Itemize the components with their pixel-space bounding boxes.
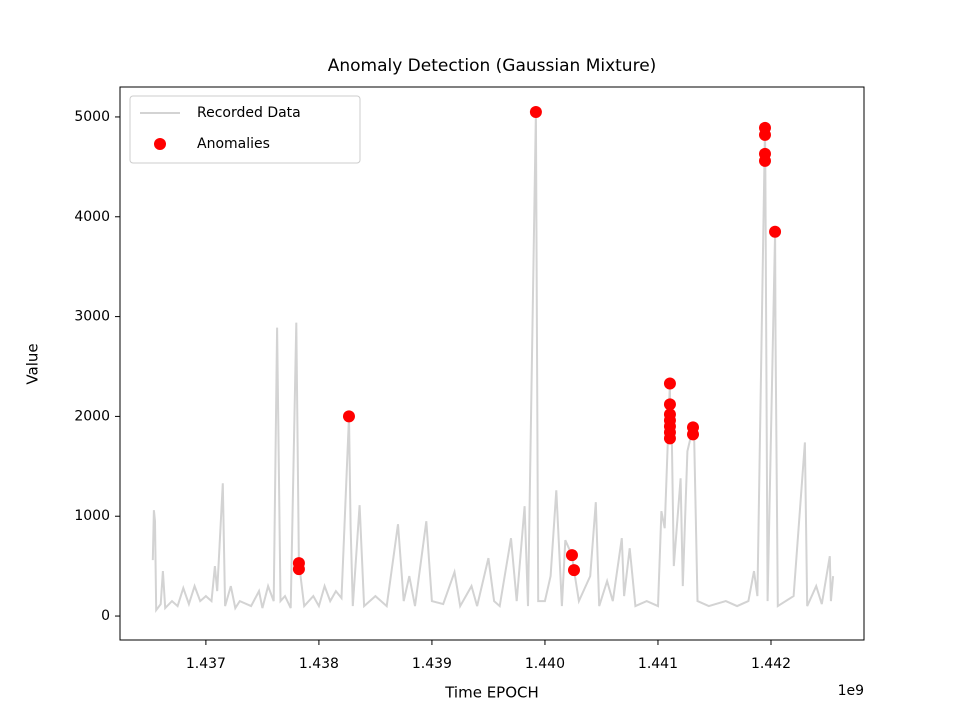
anomaly-point	[567, 564, 580, 577]
axes-frame	[119, 86, 865, 641]
anomaly-point	[342, 410, 355, 423]
anomaly-point	[663, 377, 676, 390]
y-tick-label: 4000	[74, 209, 110, 225]
x-tick-label: 1.441	[638, 656, 678, 672]
anomaly-point	[529, 105, 542, 118]
y-tick-label: 1000	[74, 508, 110, 524]
x-tick-label: 1.438	[299, 656, 339, 672]
chart-title: Anomaly Detection (Gaussian Mixture)	[328, 56, 657, 76]
x-tick-label: 1.442	[751, 656, 791, 672]
y-tick-label: 3000	[74, 309, 110, 325]
anomaly-point	[769, 225, 782, 238]
data-line	[151, 111, 835, 614]
legend-box	[129, 95, 361, 164]
y-tick-label: 0	[101, 608, 110, 624]
anomaly-point	[292, 563, 305, 576]
y-axis-label: Value	[24, 343, 42, 384]
x-tick-label: 1.439	[412, 656, 452, 672]
anomaly-point	[663, 398, 676, 411]
x-tick-label: 1.437	[186, 656, 226, 672]
anomaly-point	[565, 549, 578, 562]
x-tick-label: 1.440	[525, 656, 565, 672]
anomaly-point	[758, 128, 771, 141]
x-axis-label: Time EPOCH	[444, 684, 539, 702]
legend-label: Anomalies	[197, 136, 270, 152]
anomaly-point	[663, 432, 676, 445]
anomaly-point	[758, 154, 771, 167]
legend-marker	[154, 138, 166, 150]
anomaly-point	[687, 428, 700, 441]
legend-label: Recorded Data	[197, 105, 301, 121]
y-tick-label: 5000	[74, 109, 110, 125]
y-tick-label: 2000	[74, 408, 110, 424]
x-offset-text: 1e9	[838, 683, 864, 699]
